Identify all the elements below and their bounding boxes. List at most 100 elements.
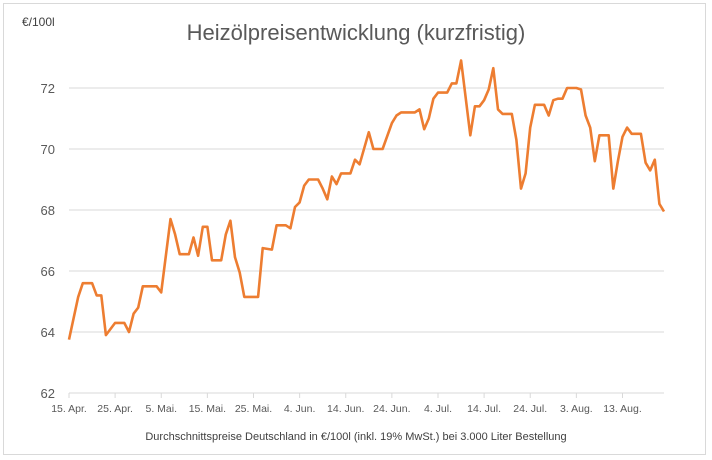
data-point: [414, 111, 416, 113]
data-point: [178, 253, 180, 255]
data-point: [381, 148, 383, 150]
x-tick-label: 4. Jul.: [424, 403, 452, 415]
data-point: [335, 183, 337, 185]
data-point: [257, 296, 259, 298]
data-point: [474, 105, 476, 107]
data-point: [192, 236, 194, 238]
data-point: [557, 97, 559, 99]
data-point: [469, 134, 471, 136]
data-point: [423, 128, 425, 130]
data-point: [607, 134, 609, 136]
series-line: [67, 59, 666, 340]
data-point: [68, 338, 70, 340]
data-point: [418, 108, 420, 110]
data-point: [658, 203, 660, 205]
data-point: [234, 256, 236, 258]
data-point: [197, 255, 199, 257]
data-point: [137, 306, 139, 308]
data-point: [331, 175, 333, 177]
data-point: [455, 82, 457, 84]
x-tick-label: 14. Jun.: [327, 403, 364, 415]
x-tick-label: 14. Jul.: [467, 403, 501, 415]
data-point: [575, 87, 577, 89]
data-point: [598, 134, 600, 136]
data-point: [155, 285, 157, 287]
x-tick-label: 13. Aug.: [603, 403, 642, 415]
data-point: [566, 87, 568, 89]
data-point: [303, 184, 305, 186]
data-point: [391, 122, 393, 124]
x-axis-ticks: 15. Apr. 25. Apr. 5. Mai. 15. Mai. 25. Mai. 4…: [51, 393, 642, 415]
data-point: [202, 226, 204, 228]
data-point: [294, 206, 296, 208]
data-point: [649, 169, 651, 171]
data-point: [617, 160, 619, 162]
data-point: [354, 158, 356, 160]
data-point: [142, 285, 144, 287]
data-point: [229, 219, 231, 221]
data-point: [220, 259, 222, 261]
data-point: [262, 247, 264, 249]
data-point: [132, 313, 134, 315]
x-tick-label: 25. Apr.: [97, 403, 133, 415]
data-point: [631, 133, 633, 135]
data-point: [580, 88, 582, 90]
data-point: [497, 108, 499, 110]
data-point: [395, 114, 397, 116]
data-point: [621, 136, 623, 138]
data-point: [644, 162, 646, 164]
data-point: [594, 160, 596, 162]
data-point: [663, 210, 665, 212]
data-point: [91, 282, 93, 284]
data-point: [372, 148, 374, 150]
x-tick-label: 15. Apr.: [51, 403, 87, 415]
data-point: [169, 218, 171, 220]
x-tick-label: 24. Jun.: [373, 403, 410, 415]
x-tick-label: 15. Mai.: [189, 403, 226, 415]
data-point: [285, 224, 287, 226]
data-point: [358, 163, 360, 165]
data-point: [501, 113, 503, 115]
data-point: [654, 158, 656, 160]
data-point: [446, 91, 448, 93]
data-point: [543, 104, 545, 106]
data-point: [340, 172, 342, 174]
data-point: [211, 259, 213, 261]
data-point: [612, 187, 614, 189]
x-tick-label: 24. Jul.: [513, 403, 547, 415]
data-point: [529, 126, 531, 128]
y-tick-label: 64: [41, 325, 55, 340]
data-point: [275, 224, 277, 226]
data-point: [77, 296, 79, 298]
data-point: [298, 201, 300, 203]
data-point: [100, 294, 102, 296]
data-point: [128, 331, 130, 333]
data-point: [400, 111, 402, 113]
data-point: [123, 322, 125, 324]
data-point: [243, 296, 245, 298]
x-axis-caption: Durchschnittspreise Deutschland in €/100…: [145, 431, 566, 443]
y-tick-label: 72: [41, 81, 55, 96]
data-point: [326, 198, 328, 200]
data-point: [584, 114, 586, 116]
data-point: [626, 126, 628, 128]
x-tick-label: 25. Mai.: [235, 403, 272, 415]
data-point: [451, 82, 453, 84]
data-point: [547, 114, 549, 116]
data-point: [174, 233, 176, 235]
data-point: [349, 172, 351, 174]
data-point: [368, 131, 370, 133]
chart-title: Heizölpreisentwicklung (kurzfristig): [187, 20, 526, 45]
data-point: [114, 322, 116, 324]
data-point: [520, 187, 522, 189]
data-point: [483, 99, 485, 101]
data-point: [321, 187, 323, 189]
data-point: [552, 99, 554, 101]
x-tick-label: 4. Jun.: [284, 403, 316, 415]
data-point: [460, 59, 462, 61]
y-axis-ticks: 62 64 66 68 70 72: [41, 81, 55, 401]
data-point: [561, 97, 563, 99]
data-point: [225, 233, 227, 235]
data-point: [289, 227, 291, 229]
